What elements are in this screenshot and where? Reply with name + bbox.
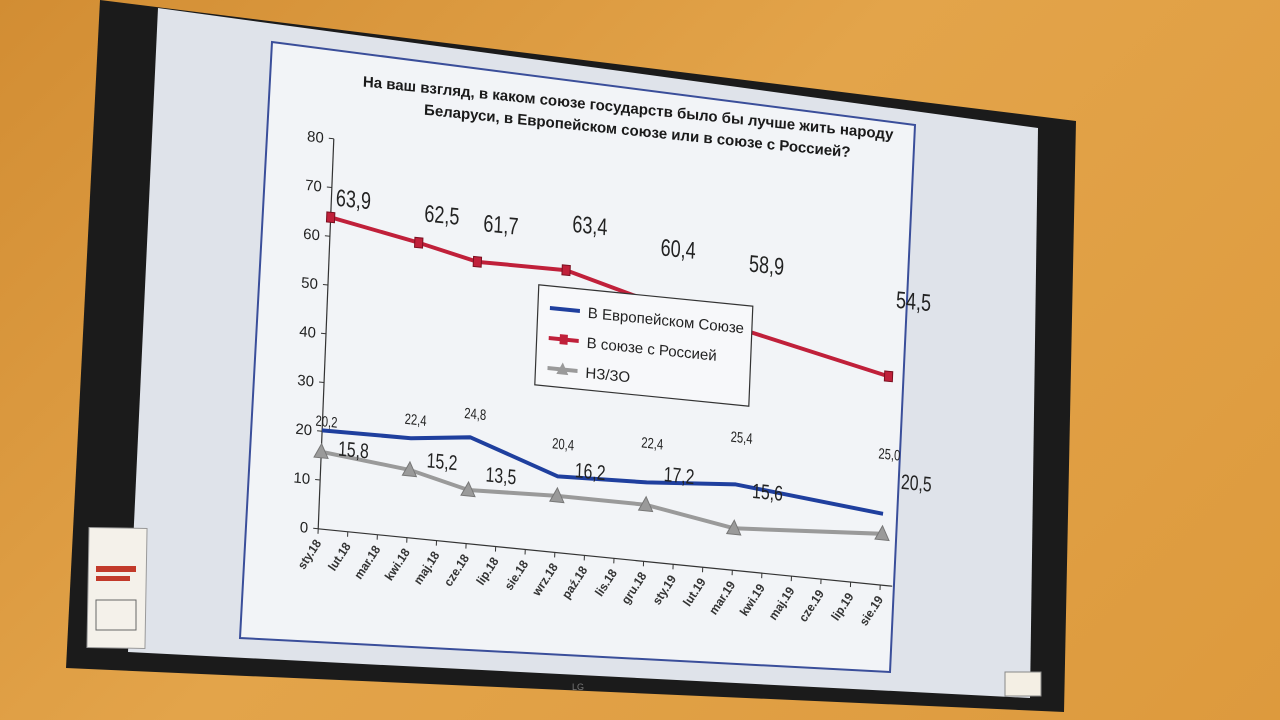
sticker-stripe-2 <box>96 576 130 581</box>
y-tick-mark <box>319 381 325 384</box>
series-line <box>322 428 884 516</box>
data-point-marker <box>549 486 565 504</box>
sticker-block <box>95 599 137 631</box>
data-label: 60,4 <box>660 234 696 265</box>
y-tick-mark <box>320 332 327 335</box>
y-tick-mark <box>328 137 334 140</box>
y-tick-label: 80 <box>307 128 324 147</box>
y-tick-label: 60 <box>303 226 320 245</box>
data-label: 58,9 <box>749 250 785 281</box>
y-tick-label: 10 <box>293 469 310 488</box>
legend-marker <box>559 334 568 345</box>
y-tick-mark <box>326 186 332 189</box>
data-label: 15,2 <box>426 448 458 475</box>
y-tick-mark <box>322 284 328 286</box>
y-tick-mark <box>313 527 319 530</box>
y-tick-label: 40 <box>299 323 316 342</box>
data-point-marker <box>325 211 336 224</box>
legend-swatch <box>549 306 580 314</box>
data-point-marker <box>460 480 476 498</box>
data-label: 20,5 <box>901 470 933 497</box>
data-label: 62,5 <box>424 200 460 231</box>
y-tick-label: 0 <box>299 519 308 537</box>
legend-marker <box>556 362 569 376</box>
data-label: 24,8 <box>464 404 487 423</box>
data-label: 22,4 <box>641 434 664 453</box>
data-label: 25,0 <box>878 445 901 464</box>
sticker-label <box>86 526 148 650</box>
y-tick-mark <box>317 430 323 432</box>
y-tick-label: 70 <box>305 177 322 196</box>
data-label: 25,4 <box>730 428 753 447</box>
data-label: 15,8 <box>338 436 370 463</box>
data-label: 54,5 <box>896 286 932 317</box>
data-point-marker <box>414 236 424 249</box>
data-point-marker <box>637 495 654 513</box>
data-label: 16,2 <box>574 458 606 485</box>
y-tick-mark <box>324 235 330 237</box>
data-label: 20,2 <box>315 412 338 431</box>
data-label: 13,5 <box>485 462 517 489</box>
legend-box <box>534 284 754 407</box>
sticker-stripe <box>96 566 136 572</box>
data-point-marker <box>883 370 894 383</box>
y-tick-mark <box>315 479 321 481</box>
y-tick-label: 20 <box>295 421 312 440</box>
data-label: 63,9 <box>335 184 371 215</box>
x-axis-line <box>318 528 893 587</box>
y-tick-label: 50 <box>301 274 318 293</box>
data-label: 20,4 <box>552 435 575 454</box>
data-point-marker <box>561 264 571 277</box>
data-label: 15,6 <box>752 479 784 506</box>
y-tick-label: 30 <box>297 372 314 391</box>
data-label: 17,2 <box>663 462 695 489</box>
data-point-marker <box>472 255 483 268</box>
tv-brand-logo: LG <box>572 682 584 692</box>
legend-entry: НЗ/ЗО <box>585 365 630 386</box>
data-point-marker <box>874 524 890 542</box>
corner-logo <box>1004 671 1042 697</box>
chart-data-labels: 20,2 22,4 24,8 20,4 22,4 25,4 25,0 63,9 62,5 61,7… <box>315 184 933 506</box>
data-label: 61,7 <box>483 210 519 241</box>
data-point-marker <box>313 442 329 460</box>
data-point-marker <box>725 519 742 536</box>
data-label: 63,4 <box>572 210 608 241</box>
data-point-marker <box>401 460 418 478</box>
data-label: 22,4 <box>404 410 427 429</box>
